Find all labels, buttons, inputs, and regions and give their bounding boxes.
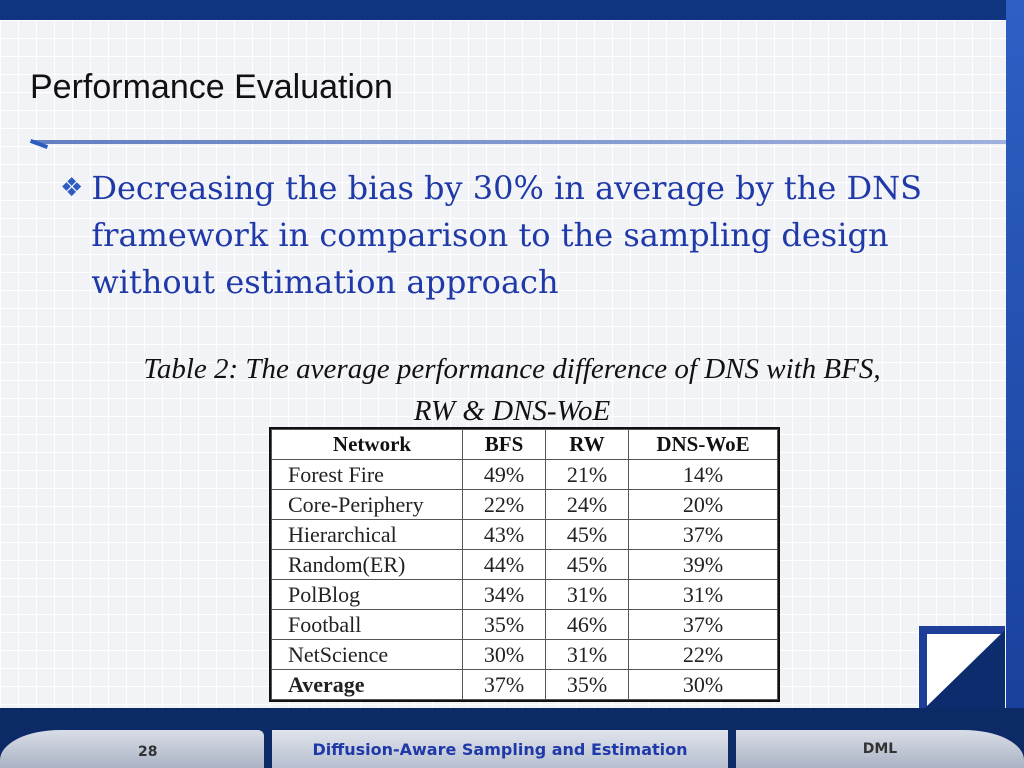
table-row: Random(ER) 44% 45% 39% — [271, 549, 778, 580]
table-row: NetScience 30% 31% 22% — [271, 639, 778, 670]
cell-rw: 46% — [545, 609, 629, 640]
table-row: PolBlog 34% 31% 31% — [271, 579, 778, 610]
title-divider — [34, 140, 1006, 144]
cell-dns-woe: 14% — [628, 459, 778, 490]
cell-rw: 45% — [545, 519, 629, 550]
cell-network: Random(ER) — [271, 549, 463, 580]
cell-bfs: 35% — [462, 609, 546, 640]
header-bfs: BFS — [462, 429, 546, 460]
corner-fold — [925, 630, 1005, 708]
content-panel — [0, 20, 1006, 708]
caption-line-2: RW & DNS-WoE — [413, 395, 611, 427]
cell-rw: 31% — [545, 579, 629, 610]
table-row: Forest Fire 49% 21% 14% — [271, 459, 778, 490]
cell-rw: 45% — [545, 549, 629, 580]
header-dns-woe: DNS-WoE — [628, 429, 778, 460]
diamond-cluster-icon: ❖ — [60, 173, 84, 203]
cell-rw: 31% — [545, 639, 629, 670]
cell-dns-woe: 31% — [628, 579, 778, 610]
cell-network: Forest Fire — [271, 459, 463, 490]
footer-right-panel — [736, 730, 1024, 768]
cell-network: PolBlog — [271, 579, 463, 610]
cell-network: Average — [271, 669, 463, 700]
table-row: Football 35% 46% 37% — [271, 609, 778, 640]
cell-network: Hierarchical — [271, 519, 463, 550]
cell-bfs: 34% — [462, 579, 546, 610]
footer-left-panel — [0, 730, 264, 768]
table-row: Core-Periphery 22% 24% 20% — [271, 489, 778, 520]
page-number: 28 — [138, 744, 158, 760]
cell-bfs: 30% — [462, 639, 546, 670]
cell-bfs: 37% — [462, 669, 546, 700]
footer-center-panel — [272, 730, 728, 768]
cell-dns-woe: 37% — [628, 519, 778, 550]
cell-network: NetScience — [271, 639, 463, 670]
cell-rw: 24% — [545, 489, 629, 520]
slide-title: Performance Evaluation — [30, 68, 393, 106]
footer-label: DML — [862, 741, 898, 757]
frame-right-edge — [1006, 0, 1024, 768]
cell-dns-woe: 20% — [628, 489, 778, 520]
cell-dns-woe: 37% — [628, 609, 778, 640]
table-header-row: Network BFS RW DNS-WoE — [271, 429, 778, 460]
cell-bfs: 43% — [462, 519, 546, 550]
cell-bfs: 49% — [462, 459, 546, 490]
table-row: Hierarchical 43% 45% 37% — [271, 519, 778, 550]
bullet-text: Decreasing the bias by 30% in average by… — [91, 169, 923, 301]
cell-bfs: 44% — [462, 549, 546, 580]
caption-line-1: Table 2: The average performance differe… — [143, 353, 881, 385]
cell-network: Core-Periphery — [271, 489, 463, 520]
table-caption: Table 2: The average performance differe… — [60, 348, 964, 432]
cell-rw: 35% — [545, 669, 629, 700]
table-row-average: Average 37% 35% 30% — [271, 669, 778, 700]
cell-dns-woe: 22% — [628, 639, 778, 670]
cell-bfs: 22% — [462, 489, 546, 520]
footer-title: Diffusion-Aware Sampling and Estimation — [312, 740, 688, 759]
header-network: Network — [271, 429, 463, 460]
results-table: Network BFS RW DNS-WoE Forest Fire 49% 2… — [269, 427, 780, 702]
cell-dns-woe: 30% — [628, 669, 778, 700]
header-rw: RW — [545, 429, 629, 460]
cell-dns-woe: 39% — [628, 549, 778, 580]
bullet-point: ❖ Decreasing the bias by 30% in average … — [60, 165, 960, 306]
cell-rw: 21% — [545, 459, 629, 490]
cell-network: Football — [271, 609, 463, 640]
